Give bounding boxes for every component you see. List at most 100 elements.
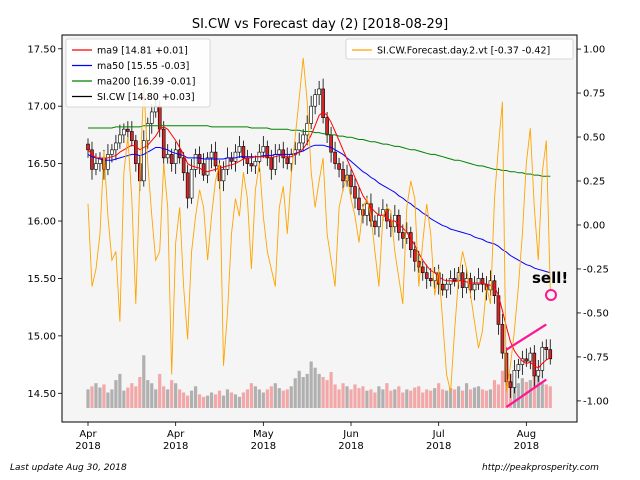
sell-marker [545, 289, 557, 301]
volume-bar [221, 395, 226, 408]
volume-bar [297, 370, 301, 408]
legend-left-label: ma200 [16.39 -0.01] [97, 77, 195, 88]
x-axis-label-year: 2018 [514, 441, 539, 452]
volume-bar [118, 373, 122, 408]
candle-body [528, 352, 533, 362]
candle-body [337, 163, 341, 170]
right-axis-label: 0.75 [583, 89, 605, 100]
candle-body [472, 283, 477, 291]
footer-url: http://peakprosperity.com [482, 463, 599, 473]
volume-bar [233, 394, 238, 408]
volume-bar [457, 386, 461, 408]
volume-bar [237, 396, 242, 408]
volume-bar [174, 383, 178, 408]
right-axis-label: 1.00 [583, 45, 605, 56]
left-axis-label: 14.50 [27, 389, 56, 400]
candle-body [86, 143, 90, 151]
legend-right-box [345, 38, 574, 60]
volume-bar [122, 390, 126, 408]
volume-bar [333, 384, 337, 408]
candle-body [548, 349, 553, 360]
candle-body [536, 370, 541, 377]
volume-bar [441, 389, 445, 408]
candle-body [508, 381, 513, 388]
candle-body [297, 142, 302, 151]
x-axis-label-year: 2018 [426, 441, 451, 452]
candle-body [237, 146, 242, 153]
candle-body [313, 94, 317, 107]
candle-body [285, 157, 290, 164]
candle-body [309, 105, 313, 124]
candle-body [444, 283, 449, 291]
candle-body [540, 347, 545, 371]
candle-body [197, 154, 202, 164]
volume-bar [397, 386, 401, 408]
candle-body [476, 278, 481, 285]
volume-bar [269, 386, 273, 408]
candle-body [269, 157, 274, 170]
volume-bar [492, 380, 497, 408]
volume-bar [305, 373, 309, 408]
volume-bar [484, 390, 489, 408]
candle-body [357, 197, 361, 210]
x-axis-label-month: May [253, 429, 274, 440]
candle-body [245, 157, 250, 164]
volume-bar [393, 389, 397, 408]
volume-bar [317, 373, 321, 408]
volume-bar [213, 394, 218, 408]
x-axis-label-month: Apr [167, 429, 185, 440]
candle-body [516, 364, 521, 371]
legend-left-label: ma50 [15.55 -0.03] [97, 61, 189, 72]
candle-body [424, 272, 429, 279]
volume-bar [417, 386, 421, 408]
volume-bar [102, 384, 106, 408]
volume-bar [361, 386, 365, 408]
volume-bar [349, 389, 353, 408]
candle-body [189, 169, 194, 199]
volume-bar [540, 383, 544, 408]
channel-lower-line [505, 378, 547, 408]
ma9-line [87, 111, 551, 369]
legend-left-label: SI.CW [14.80 +0.03] [97, 92, 195, 103]
volume-bar [433, 388, 437, 408]
volume-bar [178, 389, 182, 408]
candle-body [440, 283, 445, 291]
candle-body [524, 358, 529, 362]
candle-body [106, 154, 110, 170]
volume-bar [225, 389, 230, 408]
candle-body [452, 278, 457, 282]
volume-bar [389, 390, 393, 408]
candle-body [149, 111, 154, 124]
volume-bar [488, 389, 493, 408]
candle-body [365, 203, 369, 216]
volume-bar [373, 392, 377, 408]
volume-bar [154, 389, 158, 408]
candle-body [281, 149, 286, 159]
volume-bar [190, 390, 194, 408]
volume-bar [512, 380, 516, 408]
candle-body [500, 324, 505, 354]
volume-bar [257, 389, 261, 408]
volume-bar [548, 386, 552, 408]
candle-body [301, 134, 305, 144]
candle-body [369, 203, 373, 222]
volume-bar [293, 378, 297, 408]
volume-bar [193, 386, 198, 408]
volume-bar [90, 386, 94, 408]
volume-bar [249, 383, 253, 408]
candle-body [428, 278, 433, 282]
volume-bar [413, 387, 417, 408]
volume-bar [369, 389, 373, 408]
volume-bar [114, 380, 118, 408]
candle-body [110, 149, 114, 155]
volume-bar [480, 389, 485, 408]
candle-body [544, 347, 549, 350]
volume-bar [253, 386, 257, 408]
candle-body [130, 131, 134, 141]
volume-bar [289, 386, 293, 408]
candle-body [321, 88, 325, 118]
volume-bar [429, 390, 433, 408]
volume-bar [437, 383, 441, 408]
volume-bar [313, 367, 317, 408]
